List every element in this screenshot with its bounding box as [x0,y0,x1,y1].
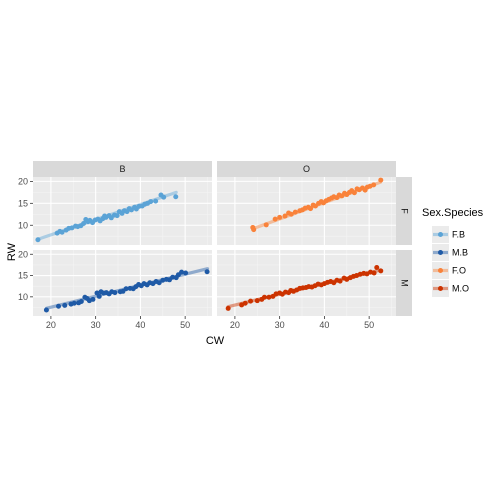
data-point [288,211,294,217]
facet-strip-b [33,161,212,177]
facet-column-label: B [119,164,125,174]
data-point [308,206,314,212]
data-point [114,213,120,219]
data-point [277,214,283,220]
data-point [225,305,231,311]
data-point [78,299,84,305]
series-f-b [35,190,179,243]
data-point [374,264,380,270]
x-tick-label: 40 [319,320,329,330]
y-tick-label: 10 [18,292,28,302]
data-point [351,190,357,196]
legend-key-point [438,232,443,237]
panels-layer: B O F M 10 15 20 10 15 20 20 30 40 50 20 30 40 50 [18,161,412,330]
data-point [292,209,298,215]
y-tick-label: 20 [18,176,28,186]
x-tick-label: 20 [230,320,240,330]
data-point [123,286,129,292]
data-point [242,300,248,306]
data-point [96,293,102,299]
data-point [272,216,278,222]
y-tick-label: 15 [18,271,28,281]
data-point [62,302,68,308]
x-tick-label: 30 [275,320,285,330]
data-point [282,213,288,219]
legend-title: Sex.Species [422,207,484,219]
data-point [248,298,254,304]
legend-key-point [438,250,443,255]
data-point [161,194,167,200]
data-point [90,296,96,302]
data-point [71,300,77,306]
facet-row-label: M [400,279,410,287]
data-point [173,194,179,200]
legend-label: F.O [452,266,466,276]
x-tick-label: 30 [91,320,101,330]
data-point [148,199,154,205]
data-point [153,198,159,204]
facet-strip-m [396,250,412,316]
legend-key-f-b: F.B [432,226,465,243]
series-m-b [43,267,210,313]
data-point [266,294,272,300]
data-point [254,298,260,304]
data-point [43,307,49,313]
data-point [179,269,185,275]
facet-row-label: F [400,208,410,214]
data-point [263,222,269,228]
data-point [81,221,87,227]
legend: Sex.Species F.B M.B F.O M.O [422,207,484,297]
facet-strip-f [396,177,412,245]
legend-label: F.B [452,230,465,240]
data-point [56,303,62,309]
legend-key-point [438,286,443,291]
legend-key-m-o: M.O [432,280,469,297]
x-tick-label: 20 [46,320,56,330]
legend-key-m-b: M.B [432,244,468,261]
data-point [261,294,267,300]
data-point [371,270,377,276]
data-point [183,270,189,276]
legend-key-point [438,268,443,273]
facet-strip-o [217,161,396,177]
data-point [156,280,162,286]
x-tick-label: 50 [364,320,374,330]
x-tick-label: 50 [180,320,190,330]
y-tick-label: 20 [18,249,28,259]
panel-b-f: 10 15 20 [18,176,212,245]
legend-keys: F.B M.B F.O M.O [432,226,469,297]
data-point [371,182,377,188]
data-point [112,290,118,296]
legend-label: M.O [452,284,469,294]
panel-b-m: 10 15 20 20 30 40 50 [18,249,212,330]
data-point [378,268,384,274]
series-f-o [250,177,384,233]
data-point [59,229,65,235]
series-m-o [225,264,384,311]
data-point [204,269,210,275]
legend-key-f-o: F.O [432,262,466,279]
data-point [378,177,384,183]
facet-column-label: O [303,164,310,174]
legend-label: M.B [452,248,468,258]
y-tick-label: 15 [18,198,28,208]
x-tick-label: 40 [135,320,145,330]
data-point [35,237,41,243]
data-point [337,278,343,284]
panel-o-m: 20 30 40 50 [217,250,396,330]
x-axis-title: CW [206,335,225,347]
y-tick-label: 10 [18,220,28,230]
data-point [251,227,257,233]
panel-o-f [217,177,396,245]
y-axis-title: RW [6,242,18,261]
